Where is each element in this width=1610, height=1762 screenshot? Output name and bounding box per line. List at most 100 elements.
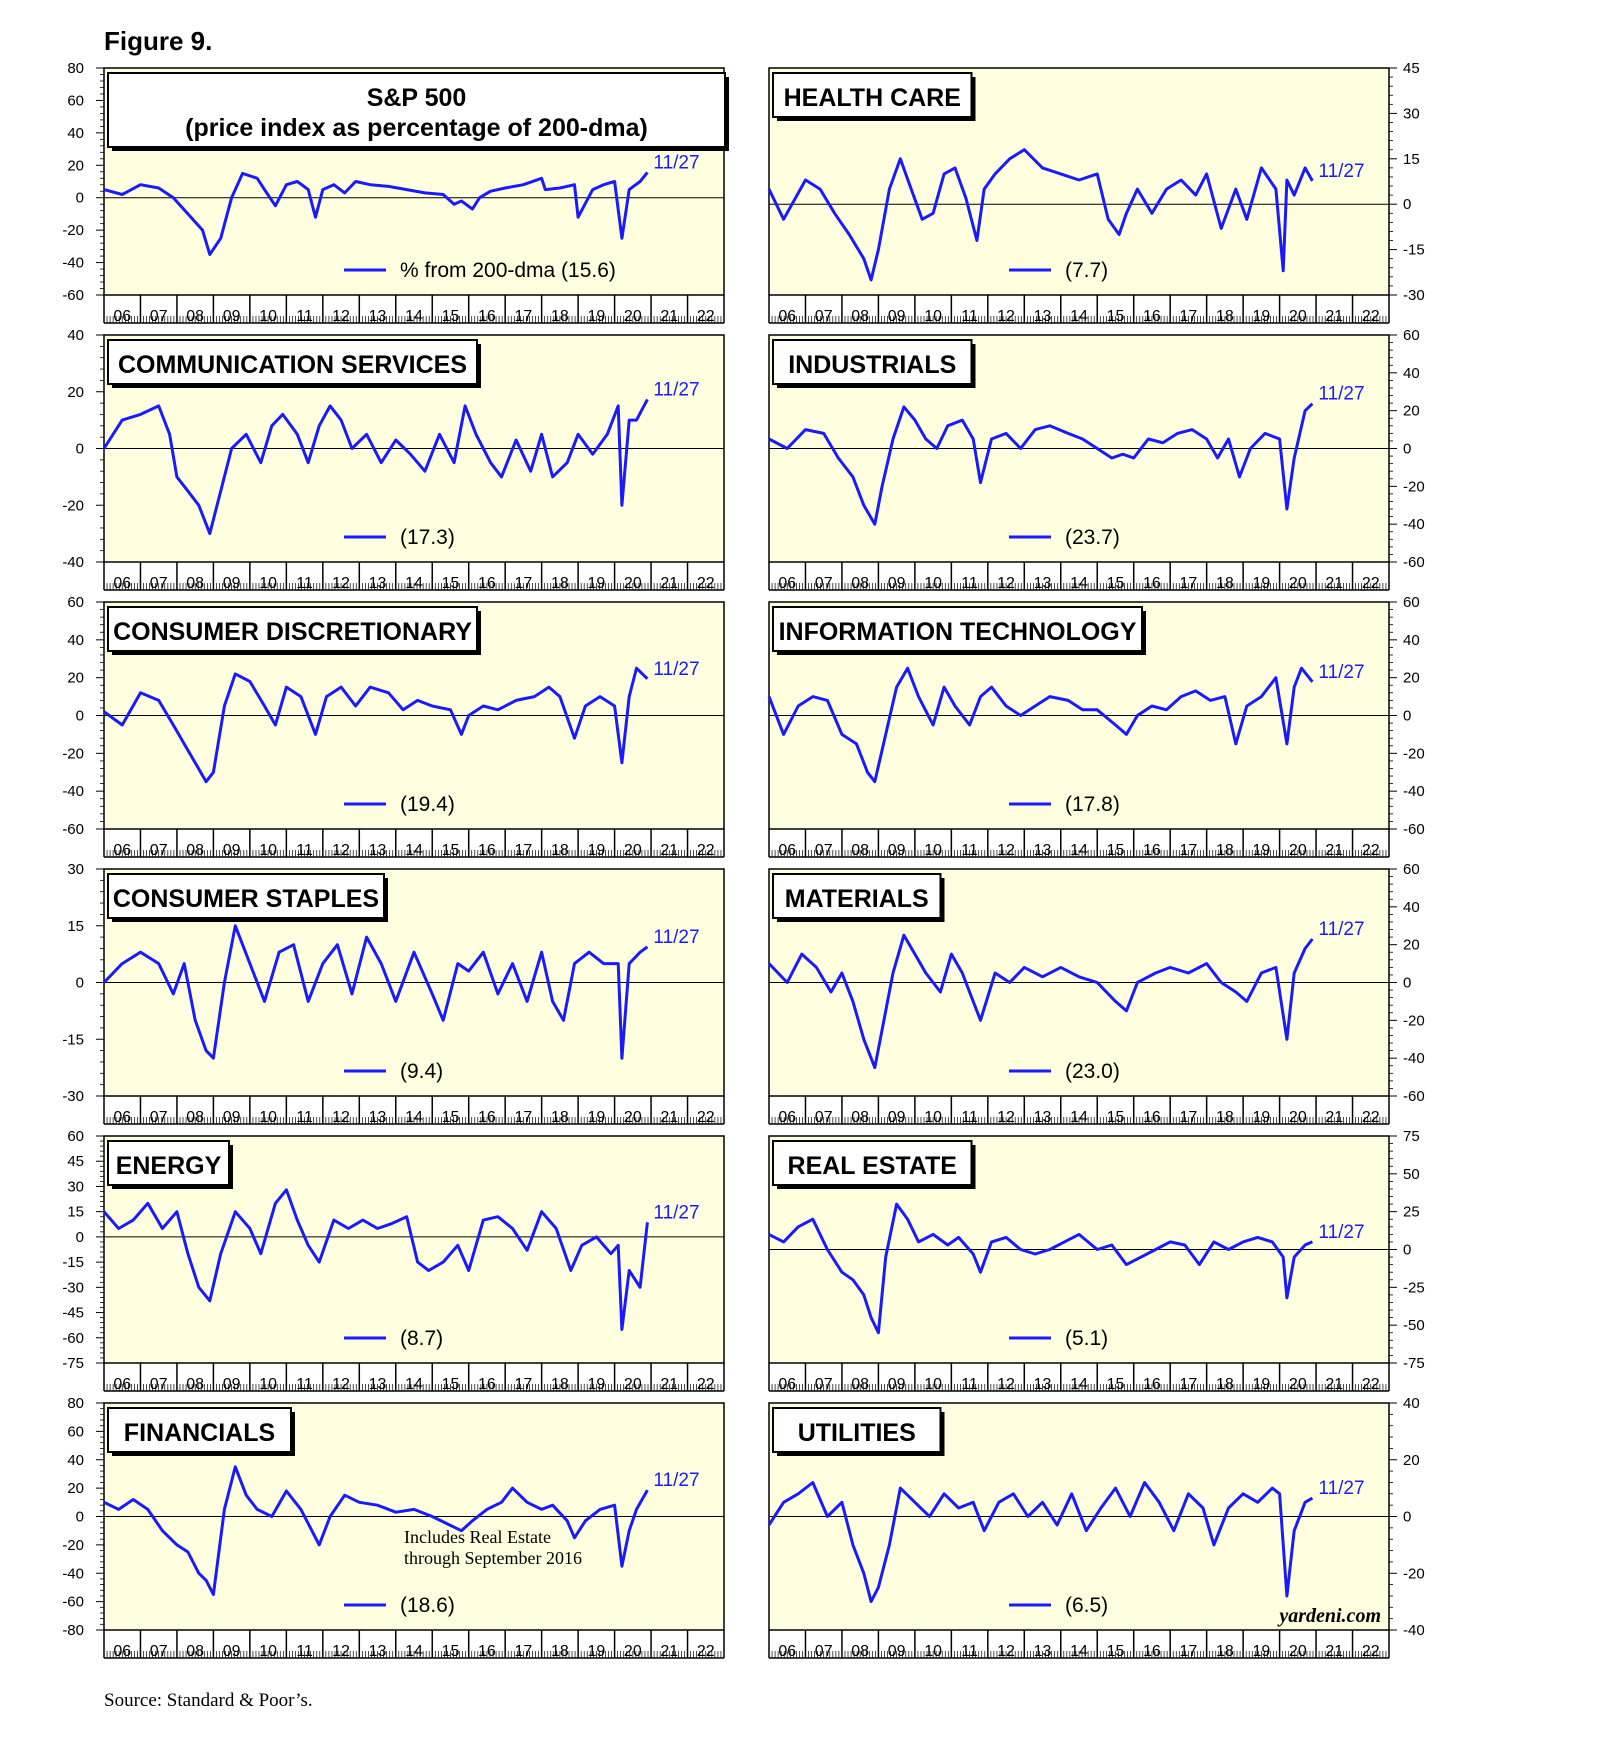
x-tick-label: 20 <box>624 575 642 592</box>
y-tick-label: 40 <box>67 125 84 142</box>
y-tick-label: 45 <box>1403 60 1420 77</box>
chart-panel-1: 80 60 40 20 0 -20 -40 -60 06 07 08 09 10 11 12 13 14 15 16… <box>62 60 729 325</box>
x-tick-label: 13 <box>1034 1376 1052 1393</box>
y-tick-label: 0 <box>76 708 84 725</box>
x-tick-label: 12 <box>997 308 1015 325</box>
title-frame <box>772 339 973 385</box>
title-box: ENERGY <box>107 1140 233 1189</box>
x-tick-label: 16 <box>1143 308 1161 325</box>
x-tick-label: 21 <box>660 575 678 592</box>
x-tick-label: 06 <box>778 1109 796 1126</box>
x-tick-label: 12 <box>997 1643 1015 1660</box>
title-box: INFORMATION TECHNOLOGY <box>772 606 1146 655</box>
x-tick-label: 13 <box>369 308 387 325</box>
title-shadow-bottom <box>112 651 481 655</box>
date-label: 11/27 <box>1318 919 1364 940</box>
x-tick-label: 22 <box>1362 1643 1380 1660</box>
x-tick-label: 12 <box>997 1376 1015 1393</box>
title-shadow-right <box>291 1412 295 1456</box>
y-tick-label: 20 <box>1403 403 1420 420</box>
x-tick-label: 15 <box>1107 308 1125 325</box>
x-tick-label: 14 <box>1070 575 1088 592</box>
title-shadow-right <box>229 1145 233 1189</box>
x-tick-label: 08 <box>851 1643 869 1660</box>
x-tick-label: 11 <box>296 1109 313 1126</box>
x-tick-label: 17 <box>515 575 533 592</box>
x-tick-label: 14 <box>405 1643 423 1660</box>
x-tick-label: 21 <box>660 1376 678 1393</box>
x-tick-label: 13 <box>1034 1109 1052 1126</box>
x-tick-label: 15 <box>442 575 460 592</box>
x-tick-label: 16 <box>478 842 496 859</box>
title-box: FINANCIALS <box>107 1407 295 1456</box>
y-tick-label: -25 <box>1403 1279 1425 1296</box>
x-tick-label: 19 <box>1252 308 1270 325</box>
title-frame <box>772 1140 973 1186</box>
y-tick-label: 20 <box>67 1480 84 1497</box>
date-label: 11/27 <box>1318 1478 1364 1499</box>
chart-panel-11: 80 60 40 20 0 -20 -40 -60 -80 06 07 08 09 10 11 12 13 14 1… <box>62 1395 725 1660</box>
y-tick-label: 40 <box>67 327 84 344</box>
x-tick-label: 11 <box>296 308 313 325</box>
x-tick-label: 06 <box>113 308 131 325</box>
x-tick-label: 19 <box>587 842 605 859</box>
x-tick-label: 14 <box>1070 1643 1088 1660</box>
x-tick-label: 22 <box>1362 842 1380 859</box>
title-shadow-bottom <box>112 918 388 922</box>
y-tick-label: 60 <box>67 1423 84 1440</box>
x-tick-label: 13 <box>1034 575 1052 592</box>
y-tick-label: -75 <box>1403 1355 1425 1372</box>
x-tick-label: 08 <box>186 308 204 325</box>
chart-title: COMMUNICATION SERVICES <box>118 351 467 379</box>
chart-title: UTILITIES <box>798 1419 916 1447</box>
title-shadow-right <box>725 77 729 151</box>
chart-title: CONSUMER DISCRETIONARY <box>113 618 472 646</box>
title-box: MATERIALS <box>772 873 945 922</box>
y-tick-label: -15 <box>62 1031 84 1048</box>
x-tick-label: 15 <box>442 308 460 325</box>
x-tick-label: 19 <box>1252 1643 1270 1660</box>
date-label: 11/27 <box>653 152 699 173</box>
y-tick-label: -40 <box>1403 516 1425 533</box>
x-tick-label: 19 <box>587 1376 605 1393</box>
x-tick-label: 22 <box>697 1643 715 1660</box>
y-tick-label: -40 <box>62 783 84 800</box>
x-tick-label: 11 <box>961 1109 978 1126</box>
title-shadow-bottom <box>777 384 976 388</box>
title-frame <box>107 72 726 148</box>
x-tick-label: 14 <box>405 1376 423 1393</box>
title-shadow-right <box>971 344 976 388</box>
title-frame <box>772 1407 942 1453</box>
x-tick-label: 18 <box>1216 308 1234 325</box>
x-tick-label: 15 <box>1107 1643 1125 1660</box>
x-tick-label: 20 <box>624 842 642 859</box>
y-tick-label: 0 <box>76 441 84 458</box>
series-line <box>768 1202 1314 1335</box>
x-tick-label: 17 <box>515 1643 533 1660</box>
x-tick-label: 13 <box>1034 842 1052 859</box>
y-tick-label: -15 <box>62 1254 84 1271</box>
series-line <box>767 1481 1314 1604</box>
source-note: Source: Standard & Poor’s. <box>104 1690 313 1711</box>
x-tick-label: 12 <box>997 575 1015 592</box>
x-tick-label: 15 <box>442 1643 460 1660</box>
x-tick-label: 06 <box>113 842 131 859</box>
x-tick-label: 19 <box>587 575 605 592</box>
x-tick-label: 09 <box>223 1109 241 1126</box>
x-tick-label: 07 <box>150 308 168 325</box>
y-tick-label: 0 <box>76 1229 84 1246</box>
x-tick-label: 14 <box>405 1109 423 1126</box>
y-tick-label: 0 <box>1403 708 1411 725</box>
title-shadow-right <box>384 878 388 922</box>
series-line <box>102 924 649 1060</box>
x-tick-label: 08 <box>186 1109 204 1126</box>
legend-label: (8.7) <box>400 1327 443 1350</box>
x-tick-label: 18 <box>551 1109 569 1126</box>
x-tick-label: 20 <box>1289 1643 1307 1660</box>
x-tick-label: 09 <box>888 1109 906 1126</box>
x-tick-label: 21 <box>1325 1109 1343 1126</box>
title-box: HEALTH CARE <box>772 72 976 121</box>
y-tick-label: 20 <box>67 157 84 174</box>
chart-title: ENERGY <box>116 1152 222 1180</box>
y-tick-label: 20 <box>67 670 84 687</box>
